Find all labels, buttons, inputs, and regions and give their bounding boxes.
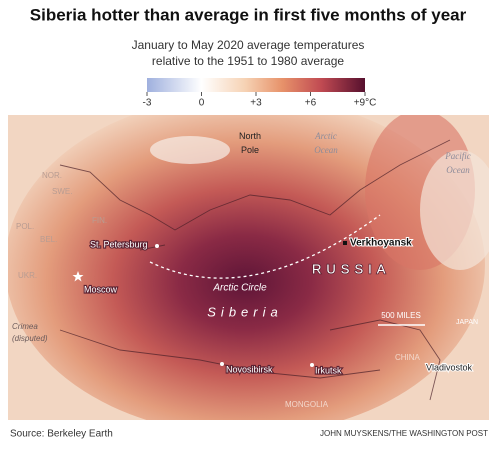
ice <box>150 136 230 164</box>
map-label: Arctic Circle <box>212 283 267 294</box>
color-legend: -3 0 +3 +6 +9°C <box>143 78 377 109</box>
map-label: St. Petersburg <box>90 239 148 249</box>
tick-label: +9°C <box>354 98 377 109</box>
map-label: North Pole <box>239 131 261 155</box>
map-label: SWE. <box>52 187 72 196</box>
credit: JOHN MUYSKENS/THE WASHINGTON POST <box>320 429 488 438</box>
map-label: CHINA <box>395 353 421 362</box>
map-label: JAPAN <box>456 319 478 326</box>
map-label: Ocean <box>314 145 338 155</box>
map-label: MONGOLIA <box>285 400 329 409</box>
map-label: Irkutsk <box>315 365 342 375</box>
border <box>59 139 451 401</box>
color-bar <box>147 78 365 92</box>
map-label: Verkhoyansk <box>350 238 412 249</box>
tick-label: -3 <box>143 98 152 109</box>
city-dot <box>220 362 224 366</box>
city-dot <box>343 241 347 245</box>
map-label: Crimea (disputed) <box>12 322 48 343</box>
map-label: Moscow <box>84 284 118 294</box>
map-label: 500 MILES <box>381 311 421 320</box>
subtitle: January to May 2020 average temperatures <box>132 38 365 52</box>
source: Source: Berkeley Earth <box>10 429 113 440</box>
map-label: Pacific <box>444 151 471 161</box>
map-label: UKR. <box>18 271 37 280</box>
title: Siberia hotter than average in first fiv… <box>30 5 467 24</box>
capital-star <box>72 271 84 282</box>
map-label: Pacific Ocean <box>444 151 471 175</box>
map-label: Pole <box>241 145 259 155</box>
subtitle: relative to the 1951 to 1980 average <box>152 54 344 68</box>
map-label: Novosibirsk <box>226 364 273 374</box>
map-label: Arctic <box>314 131 337 141</box>
map-label: (disputed) <box>12 334 48 343</box>
map-label: NOR. <box>42 171 62 180</box>
map-label: Ocean <box>446 165 470 175</box>
map-label: North <box>239 131 261 141</box>
arctic-circle <box>149 214 381 279</box>
map-label: Arctic Ocean <box>314 131 338 155</box>
map-label: FIN. <box>92 216 107 225</box>
map-label: Siberia <box>207 304 282 319</box>
tick-label: +3 <box>250 98 262 109</box>
ocean <box>420 150 489 270</box>
map-label: BEL. <box>40 235 57 244</box>
city-dot <box>310 363 314 367</box>
map-label: RUSSIA <box>312 261 390 276</box>
tick-label: +6 <box>305 98 317 109</box>
city-dot <box>155 244 159 248</box>
map: North Pole Arctic Ocean Pacific Ocean NOR. … <box>8 115 489 420</box>
map-label: POL. <box>16 222 34 231</box>
tick-label: 0 <box>199 98 205 109</box>
map-label: Crimea <box>12 322 38 331</box>
map-label: Vladivostok <box>426 362 473 372</box>
